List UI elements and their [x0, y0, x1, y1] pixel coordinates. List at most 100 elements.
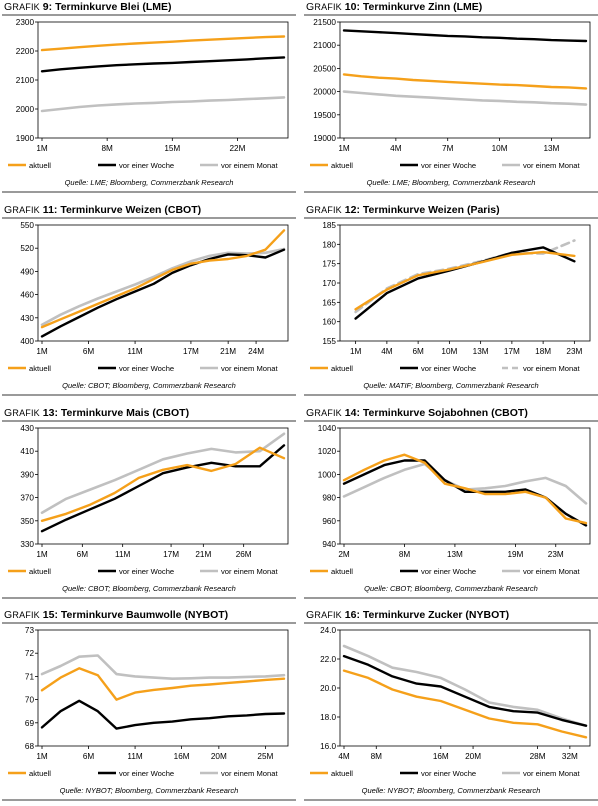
x-tick-label: 6M [77, 550, 89, 559]
y-tick-label: 21500 [313, 18, 336, 27]
legend-label-monat: vor einem Monat [523, 364, 580, 373]
y-tick-label: 19000 [313, 134, 336, 143]
series-line-aktuell [40, 35, 286, 52]
y-tick-label: 400 [20, 337, 34, 346]
legend-label-aktuell: aktuell [29, 161, 51, 170]
legend-label-woche: vor einer Woche [119, 161, 174, 170]
x-tick-label: 24M [248, 347, 264, 356]
chart-source: Quelle: CBOT; Bloomberg, Commerzbank Res… [62, 584, 236, 593]
chart-title-prefix: GRAFIK [306, 609, 342, 621]
chart-title-text: Terminkurve Zinn (LME) [362, 1, 483, 13]
series-line-woche [40, 248, 286, 338]
legend-label-woche: vor einer Woche [421, 567, 476, 576]
legend-label-monat: vor einem Monat [523, 567, 580, 576]
plot-frame [339, 427, 591, 545]
series-line-monat [342, 644, 588, 727]
x-tick-label: 28M [530, 752, 546, 761]
series-line-monat [40, 96, 286, 113]
series-line-aktuell [342, 453, 588, 525]
chart-panel: GRAFIK 10: Terminkurve Zinn (LME) 21500 21… [304, 0, 598, 195]
x-tick-label: 17M [504, 347, 520, 356]
x-tick-label: 17M [183, 347, 199, 356]
x-tick-label: 17M [163, 550, 179, 559]
y-tick-label: 185 [322, 221, 336, 230]
chart-number: 14: [341, 407, 363, 419]
x-tick-label: 11M [115, 550, 130, 559]
y-tick-label: 20000 [313, 88, 336, 97]
chart-title-prefix: GRAFIK [306, 407, 342, 419]
x-tick-label: 13M [473, 347, 489, 356]
chart-panel: GRAFIK 9: Terminkurve Blei (LME) 2300 2200… [2, 0, 296, 195]
series-line-aktuell [40, 667, 286, 701]
series-line-woche [40, 444, 286, 533]
x-tick-label: 1M [36, 752, 48, 761]
panel-bottom-rule [304, 597, 598, 599]
y-tick-label: 940 [322, 540, 336, 549]
x-tick-label: 11M [127, 347, 142, 356]
chart-title-text: Terminkurve Weizen (Paris) [362, 204, 500, 216]
x-tick-label: 1M [36, 550, 48, 559]
legend-label-aktuell: aktuell [331, 161, 353, 170]
chart-title-text: Terminkurve Weizen (CBOT) [60, 204, 202, 216]
x-tick-label: 18M [535, 347, 551, 356]
legend-label-monat: vor einem Monat [523, 769, 580, 778]
chart-number: 10: [341, 1, 363, 13]
x-tick-label: 22M [229, 144, 245, 153]
legend-label-monat: vor einem Monat [523, 161, 580, 170]
legend-label-woche: vor einer Woche [421, 161, 476, 170]
chart-title-text: Terminkurve Baumwolle (NYBOT) [60, 609, 229, 621]
x-tick-label: 16M [174, 752, 190, 761]
y-tick-label: 430 [20, 424, 34, 433]
y-tick-label: 980 [322, 494, 336, 503]
y-tick-label: 16.0 [320, 742, 336, 751]
x-tick-label: 6M [83, 752, 95, 761]
series-line-monat [40, 432, 286, 514]
chart-number: 15: [39, 609, 61, 621]
x-tick-label: 1M [36, 144, 48, 153]
x-tick-label: 21M [220, 347, 236, 356]
legend-label-aktuell: aktuell [29, 364, 51, 373]
series-line-aktuell [40, 229, 286, 329]
x-tick-label: 8M [371, 752, 383, 761]
chart-panel: GRAFIK 12: Terminkurve Weizen (Paris) 185… [304, 203, 598, 398]
x-tick-label: 4M [381, 347, 393, 356]
x-tick-label: 4M [338, 752, 350, 761]
chart-number: 9: [39, 1, 56, 13]
y-tick-label: 19500 [313, 111, 336, 120]
series-line-aktuell [342, 669, 588, 739]
x-tick-label: 2M [338, 550, 350, 559]
x-tick-label: 10M [441, 347, 457, 356]
y-tick-label: 18.0 [320, 713, 336, 722]
y-tick-label: 460 [20, 291, 34, 300]
chart-panel: GRAFIK 13: Terminkurve Mais (CBOT) 430 410… [2, 406, 296, 601]
y-tick-label: 21000 [313, 41, 336, 50]
y-tick-label: 2100 [16, 76, 35, 85]
chart-title-prefix: GRAFIK [4, 1, 40, 13]
x-tick-label: 6M [412, 347, 424, 356]
y-tick-label: 550 [20, 221, 34, 230]
series-line-aktuell [40, 446, 286, 523]
chart-title: GRAFIK 9: Terminkurve Blei (LME) [4, 1, 172, 13]
x-tick-label: 26M [236, 550, 252, 559]
chart-number: 11: [39, 204, 61, 216]
y-tick-label: 1040 [318, 424, 337, 433]
legend-label-woche: vor einer Woche [421, 769, 476, 778]
plot-frame [339, 21, 591, 139]
legend-label-aktuell: aktuell [29, 769, 51, 778]
x-tick-label: 8M [101, 144, 113, 153]
chart-source: Quelle: NYBOT; Bloomberg, Commerzbank Re… [361, 786, 541, 795]
panel-bottom-rule [2, 597, 296, 599]
panel-top-rule [2, 420, 296, 422]
y-tick-label: 165 [322, 298, 336, 307]
chart-title: GRAFIK 16: Terminkurve Zucker (NYBOT) [306, 609, 509, 621]
series-line-woche [342, 654, 588, 727]
panel-bottom-rule [2, 394, 296, 396]
x-tick-label: 32M [562, 752, 578, 761]
y-tick-label: 490 [20, 267, 34, 276]
series-line-woche [40, 699, 286, 730]
plot-frame [339, 224, 591, 342]
y-tick-label: 24.0 [320, 626, 336, 635]
y-tick-label: 72 [25, 649, 35, 658]
chart-source: Quelle: CBOT; Bloomberg, Commerzbank Res… [62, 381, 236, 390]
